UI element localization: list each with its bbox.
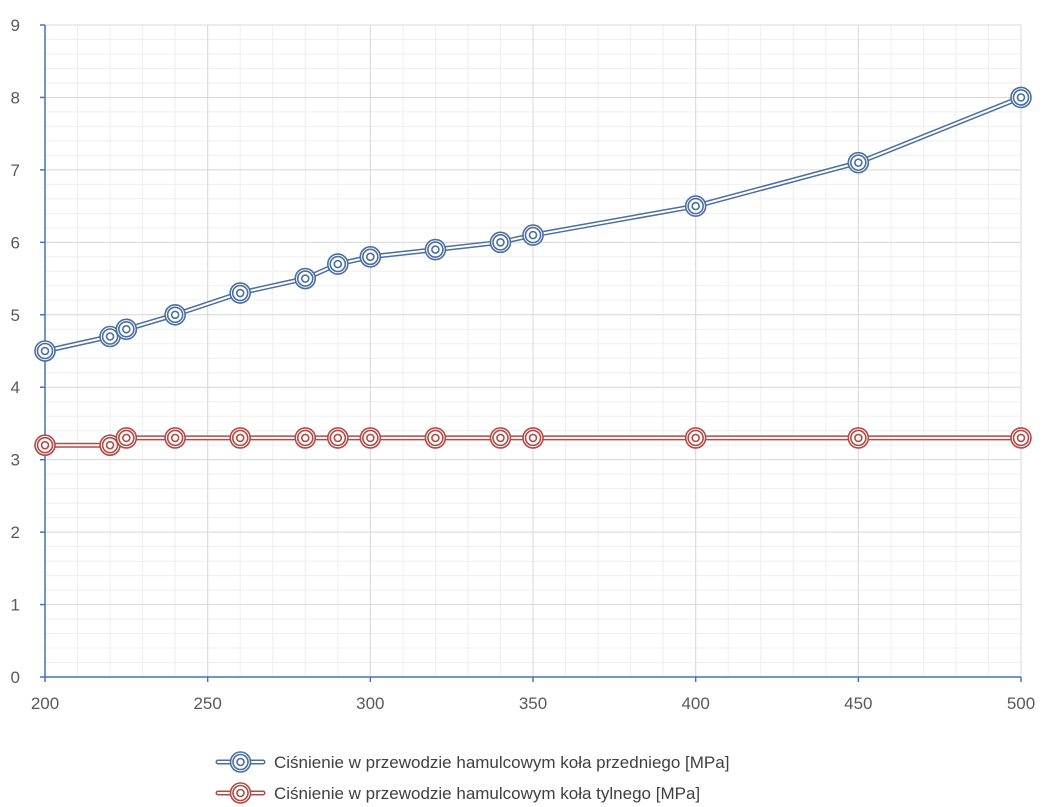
data-point-series-1 — [99, 325, 121, 348]
y-tick-label: 4 — [11, 378, 20, 397]
data-point-series-1 — [522, 224, 544, 246]
data-point-series-1 — [34, 340, 56, 362]
series-layer — [34, 86, 1032, 456]
y-tick-label: 0 — [11, 668, 20, 687]
legend-swatch-marker-2 — [229, 782, 252, 804]
data-point-series-1 — [359, 246, 382, 268]
data-point-series-2 — [326, 427, 349, 449]
data-point-series-2 — [522, 427, 544, 449]
data-point-series-2 — [229, 427, 251, 449]
data-point-series-2 — [489, 427, 512, 449]
data-point-series-2 — [34, 434, 56, 456]
x-tick-label: 300 — [356, 694, 384, 713]
data-point-series-2 — [99, 434, 121, 456]
data-point-series-1 — [326, 253, 349, 275]
data-point-series-1 — [424, 238, 447, 261]
data-point-series-2 — [294, 427, 317, 449]
data-point-series-1 — [1010, 86, 1032, 109]
data-point-series-1 — [847, 151, 870, 174]
x-tick-label: 500 — [1007, 694, 1035, 713]
data-point-series-2 — [359, 427, 382, 449]
data-point-series-2 — [424, 427, 447, 449]
y-tick-label: 8 — [11, 88, 20, 107]
legend-label-1: Ciśnienie w przewodzie hamulcowym koła p… — [274, 753, 729, 772]
data-point-series-2 — [684, 427, 707, 449]
x-tick-label: 200 — [31, 694, 59, 713]
major-gridlines — [44, 24, 1022, 678]
y-tick-label: 1 — [11, 596, 20, 615]
y-tick-label: 9 — [11, 16, 20, 35]
y-tick-label: 6 — [11, 233, 20, 252]
legend-item-2: Ciśnienie w przewodzie hamulcowym koła t… — [215, 782, 700, 804]
axes — [40, 24, 1022, 682]
data-point-series-2 — [1010, 427, 1032, 449]
legend-swatch-marker-1 — [229, 751, 252, 773]
data-point-series-1 — [164, 303, 186, 326]
data-point-series-1 — [115, 318, 138, 341]
x-tick-label: 400 — [681, 694, 709, 713]
x-tick-label: 450 — [844, 694, 872, 713]
x-tick-label: 350 — [519, 694, 547, 713]
y-tick-label: 2 — [11, 523, 20, 542]
data-point-series-1 — [229, 282, 251, 304]
data-point-series-1 — [489, 231, 512, 254]
y-tick-label: 5 — [11, 306, 20, 325]
data-point-series-1 — [684, 195, 707, 217]
x-tick-label: 250 — [193, 694, 221, 713]
data-point-series-2 — [115, 427, 138, 449]
legend-label-2: Ciśnienie w przewodzie hamulcowym koła t… — [274, 784, 700, 803]
legend-item-1: Ciśnienie w przewodzie hamulcowym koła p… — [215, 751, 729, 773]
data-point-series-1 — [294, 267, 317, 290]
data-point-series-2 — [164, 427, 186, 449]
y-tick-label: 7 — [11, 161, 20, 180]
data-point-series-2 — [847, 427, 870, 449]
y-tick-label: 3 — [11, 451, 20, 470]
tick-labels: 0 1 2 3 4 5 6 7 8 9 200 250 300 350 400 450 500 — [11, 16, 1036, 713]
legend: Ciśnienie w przewodzie hamulcowym koła p… — [215, 751, 729, 804]
